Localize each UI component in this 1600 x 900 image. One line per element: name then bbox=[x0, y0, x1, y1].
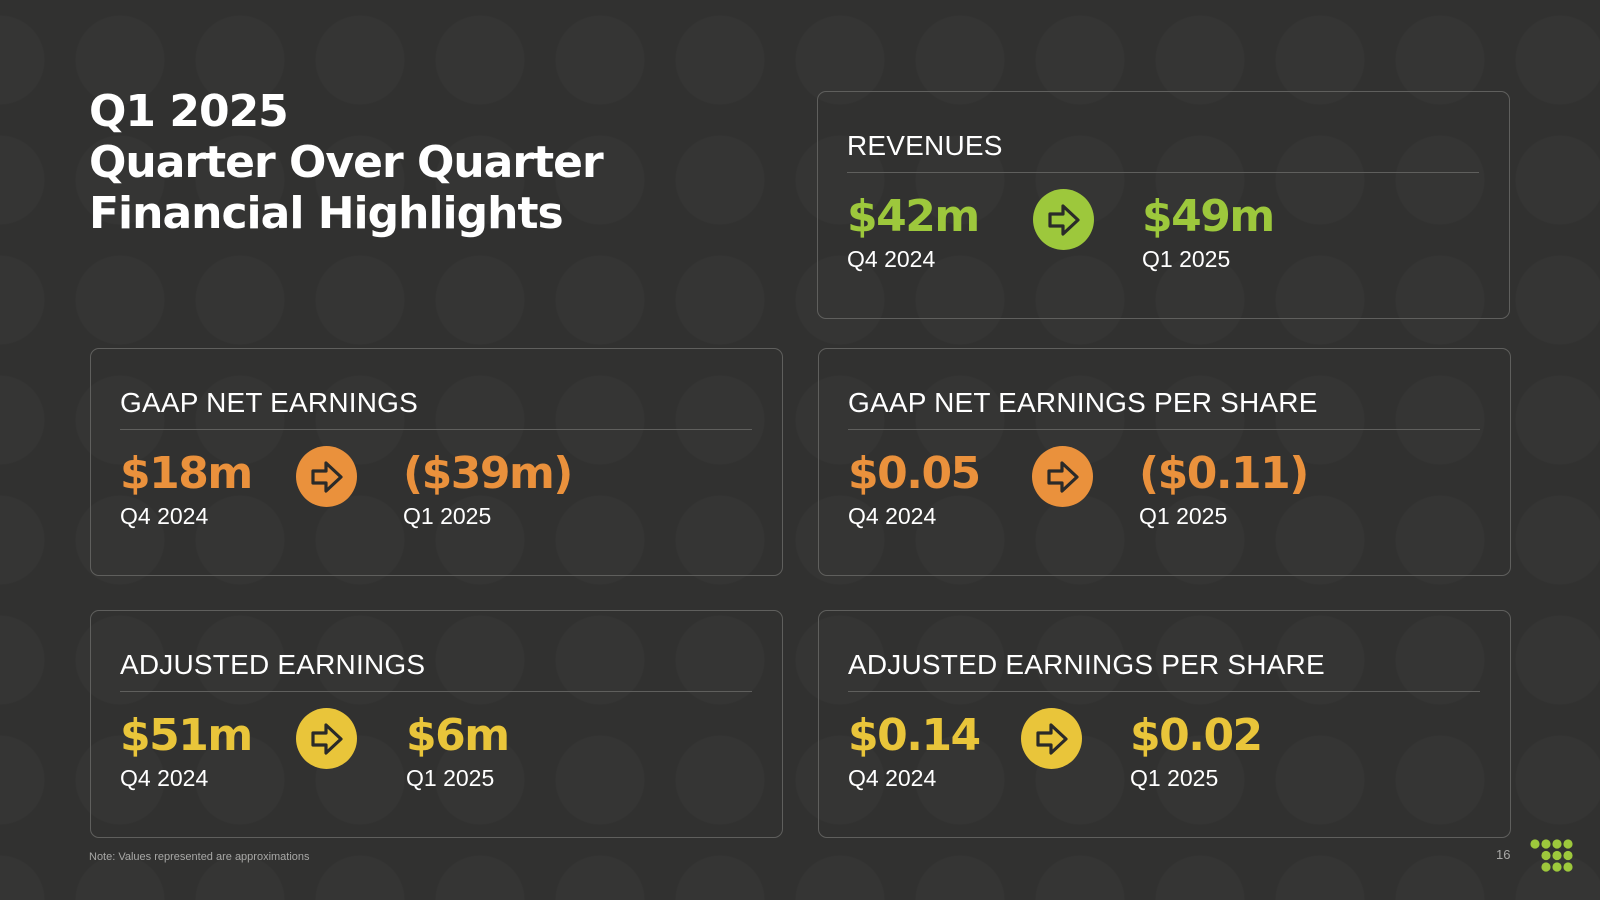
divider bbox=[120, 691, 752, 692]
to-period: Q1 2025 bbox=[1139, 503, 1228, 529]
to-period: Q1 2025 bbox=[403, 503, 492, 529]
brand-dots-logo bbox=[1530, 839, 1573, 872]
from-period: Q4 2024 bbox=[848, 503, 937, 529]
title-line-2: Quarter Over Quarter bbox=[89, 137, 604, 188]
from-period: Q4 2024 bbox=[120, 503, 209, 529]
to-period: Q1 2025 bbox=[406, 765, 495, 791]
from-value: $42m bbox=[847, 191, 980, 242]
arrow-right-icon bbox=[1021, 708, 1082, 769]
to-value: $0.02 bbox=[1130, 710, 1263, 761]
from-period: Q4 2024 bbox=[847, 246, 936, 272]
from-value: $51m bbox=[120, 710, 253, 761]
to-value: $6m bbox=[406, 710, 510, 761]
divider bbox=[848, 429, 1480, 430]
to-period: Q1 2025 bbox=[1142, 246, 1231, 272]
page-number: 16 bbox=[1496, 847, 1511, 862]
to-value: $49m bbox=[1142, 191, 1275, 242]
to-value: ($39m) bbox=[403, 448, 573, 499]
arrow-right-icon bbox=[1033, 189, 1094, 250]
gaap-net-earnings-card: GAAP NET EARNINGS $18m Q4 2024 ($39m) Q1… bbox=[90, 348, 783, 576]
arrow-right-icon bbox=[296, 446, 357, 507]
from-value: $18m bbox=[120, 448, 253, 499]
arrow-right-icon bbox=[296, 708, 357, 769]
divider bbox=[848, 691, 1480, 692]
from-value: $0.05 bbox=[848, 448, 981, 499]
gaap-eps-card: GAAP NET EARNINGS PER SHARE $0.05 Q4 202… bbox=[818, 348, 1511, 576]
arrow-right-icon bbox=[1032, 446, 1093, 507]
page-title: Q1 2025 Quarter Over Quarter Financial H… bbox=[89, 86, 604, 239]
card-label: GAAP NET EARNINGS bbox=[120, 387, 419, 418]
adjusted-earnings-card: ADJUSTED EARNINGS $51m Q4 2024 $6m Q1 20… bbox=[90, 610, 783, 838]
to-period: Q1 2025 bbox=[1130, 765, 1219, 791]
from-period: Q4 2024 bbox=[120, 765, 209, 791]
from-period: Q4 2024 bbox=[848, 765, 937, 791]
revenues-card: REVENUES $42m Q4 2024 $49m Q1 2025 bbox=[817, 91, 1510, 319]
to-value: ($0.11) bbox=[1139, 448, 1309, 499]
card-label: REVENUES bbox=[847, 130, 1003, 161]
title-line-3: Financial Highlights bbox=[89, 188, 564, 239]
divider bbox=[847, 172, 1479, 173]
title-line-1: Q1 2025 bbox=[89, 86, 289, 137]
adjusted-eps-card: ADJUSTED EARNINGS PER SHARE $0.14 Q4 202… bbox=[818, 610, 1511, 838]
card-label: GAAP NET EARNINGS PER SHARE bbox=[848, 387, 1318, 418]
footnote: Note: Values represented are approximati… bbox=[89, 851, 310, 863]
from-value: $0.14 bbox=[848, 710, 981, 761]
card-label: ADJUSTED EARNINGS PER SHARE bbox=[848, 649, 1325, 680]
divider bbox=[120, 429, 752, 430]
card-label: ADJUSTED EARNINGS bbox=[120, 649, 426, 680]
